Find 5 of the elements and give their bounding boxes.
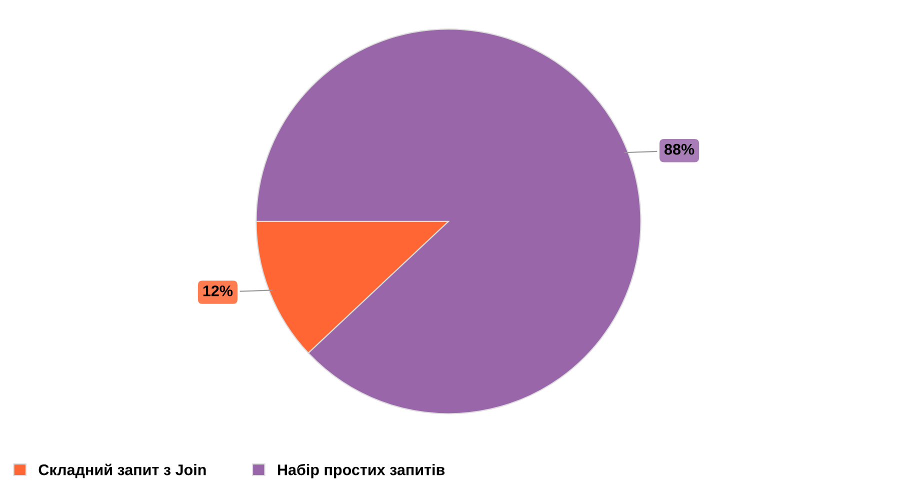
legend-label: Складний запит з Join <box>38 464 206 478</box>
data-label: 12% <box>203 285 233 296</box>
pie-slice <box>256 28 642 414</box>
data-label: 88% <box>664 144 694 155</box>
legend-label: Набір простих запитів <box>278 464 445 478</box>
